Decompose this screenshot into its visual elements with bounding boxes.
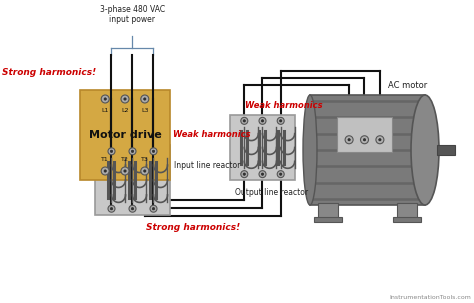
- Text: Weak harmonics: Weak harmonics: [173, 130, 251, 139]
- Circle shape: [121, 167, 129, 175]
- Circle shape: [261, 173, 264, 175]
- Circle shape: [131, 150, 134, 152]
- Text: AC motor: AC motor: [388, 81, 427, 90]
- Text: T3: T3: [141, 157, 149, 162]
- Circle shape: [152, 150, 155, 152]
- Circle shape: [243, 173, 246, 175]
- Text: 3-phase 480 VAC
input power: 3-phase 480 VAC input power: [100, 5, 165, 25]
- Text: InstrumentationTools.com: InstrumentationTools.com: [389, 295, 471, 300]
- Text: L3: L3: [141, 108, 148, 113]
- Circle shape: [243, 120, 246, 122]
- Circle shape: [348, 138, 350, 141]
- Text: T1: T1: [101, 157, 109, 162]
- Circle shape: [104, 98, 106, 100]
- Bar: [314, 217, 342, 222]
- Circle shape: [108, 148, 115, 155]
- Circle shape: [280, 120, 282, 122]
- Bar: [318, 203, 338, 218]
- Text: Output line reactor: Output line reactor: [235, 188, 308, 197]
- Circle shape: [101, 95, 109, 103]
- Circle shape: [379, 138, 381, 141]
- Circle shape: [363, 138, 366, 141]
- Circle shape: [259, 171, 266, 178]
- Circle shape: [144, 98, 146, 100]
- Circle shape: [124, 98, 126, 100]
- Bar: [393, 217, 421, 222]
- Circle shape: [101, 167, 109, 175]
- Ellipse shape: [411, 95, 439, 205]
- Text: T2: T2: [121, 157, 129, 162]
- Circle shape: [141, 95, 149, 103]
- Bar: [310, 95, 425, 205]
- Circle shape: [241, 117, 248, 124]
- Circle shape: [152, 208, 155, 210]
- Bar: [437, 145, 455, 155]
- Circle shape: [141, 167, 149, 175]
- Circle shape: [259, 117, 266, 124]
- Circle shape: [104, 170, 106, 172]
- Text: Weak harmonics: Weak harmonics: [245, 101, 323, 110]
- Circle shape: [261, 120, 264, 122]
- Circle shape: [110, 150, 113, 152]
- Bar: [337, 117, 392, 152]
- Bar: [80, 90, 170, 180]
- Text: L1: L1: [101, 108, 109, 113]
- Circle shape: [277, 171, 284, 178]
- Circle shape: [108, 205, 115, 212]
- Circle shape: [150, 205, 157, 212]
- Circle shape: [376, 136, 384, 144]
- Ellipse shape: [303, 95, 317, 205]
- Circle shape: [121, 95, 129, 103]
- Circle shape: [345, 136, 353, 144]
- Text: Strong harmonics!: Strong harmonics!: [2, 68, 96, 77]
- Bar: [230, 115, 295, 180]
- Circle shape: [129, 148, 136, 155]
- Circle shape: [131, 208, 134, 210]
- Text: Input line reactor: Input line reactor: [174, 161, 240, 171]
- Circle shape: [129, 205, 136, 212]
- Bar: [95, 145, 170, 215]
- Circle shape: [361, 136, 368, 144]
- Text: Strong harmonics!: Strong harmonics!: [146, 223, 240, 232]
- Circle shape: [150, 148, 157, 155]
- Text: Motor drive: Motor drive: [89, 130, 161, 140]
- Circle shape: [241, 171, 248, 178]
- Circle shape: [277, 117, 284, 124]
- Bar: [397, 203, 417, 218]
- Circle shape: [110, 208, 113, 210]
- Circle shape: [144, 170, 146, 172]
- Circle shape: [280, 173, 282, 175]
- Text: L2: L2: [121, 108, 129, 113]
- Circle shape: [124, 170, 126, 172]
